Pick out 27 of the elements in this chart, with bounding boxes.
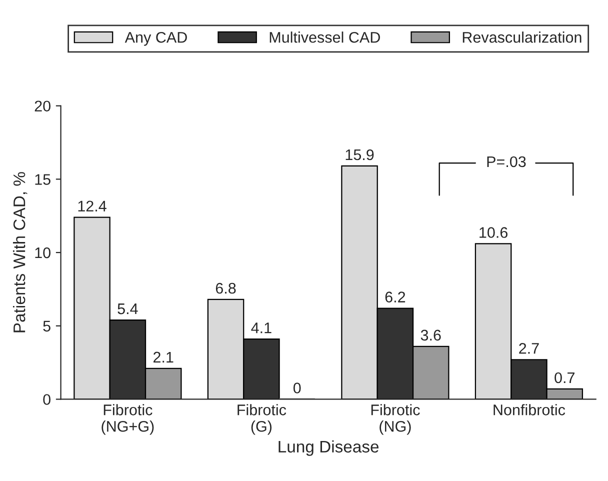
legend-label: Any CAD	[124, 32, 187, 46]
data-label: 6.2	[385, 292, 406, 302]
data-label: 2.7	[519, 343, 539, 354]
y-tick-label: 20	[34, 100, 50, 112]
annotation: P=.03	[487, 156, 526, 168]
y-tick-label: 15	[35, 174, 50, 185]
y-tick-label: 0	[43, 394, 50, 405]
data-label: 0.7	[554, 372, 574, 384]
legend-label: Multivessel CAD	[270, 32, 380, 43]
legend-label: Revascularization	[462, 32, 582, 43]
x-tick-label: Nonfibrotic	[494, 404, 566, 416]
data-label: 12.4	[78, 200, 106, 212]
x-tick-label: Fibrotic (NG)	[371, 404, 420, 435]
y-tick-label: 5	[43, 320, 50, 332]
x-tick-label: Fibrotic (G)	[238, 404, 286, 435]
data-label: 10.6	[480, 227, 508, 238]
x-tick-label: Fibrotic (NG+G)	[102, 404, 154, 435]
data-label: 3.6	[420, 330, 441, 341]
y-axis-title: Patients With CAD, %	[12, 172, 28, 332]
data-label: 15.9	[346, 149, 374, 160]
data-label: 2.1	[154, 352, 174, 362]
data-label: 5.4	[118, 304, 138, 314]
x-axis-title: Lung Disease	[278, 440, 379, 456]
y-tick-label: 10	[35, 247, 50, 258]
data-label: 6.8	[216, 282, 236, 294]
data-label: 4.1	[251, 322, 272, 334]
data-label: 0	[293, 382, 301, 394]
